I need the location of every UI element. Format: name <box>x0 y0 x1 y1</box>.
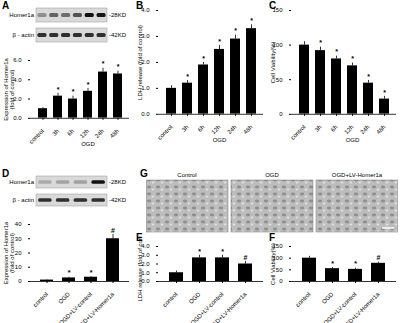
svg-text:Expression of Homer1a(fold of: Expression of Homer1a(fold of control) <box>3 57 15 120</box>
svg-text:OGD+LV-Homer1a: OGD+LV-Homer1a <box>332 172 383 178</box>
svg-text:Control: Control <box>177 172 196 178</box>
svg-text:Homer1a: Homer1a <box>9 179 34 185</box>
svg-text:40: 40 <box>15 221 22 227</box>
svg-text:*: * <box>335 48 338 55</box>
svg-text:50: 50 <box>276 267 283 273</box>
svg-text:OGD+LV-Homer1a: OGD+LV-Homer1a <box>341 291 381 323</box>
svg-text:#: # <box>377 254 381 261</box>
svg-text:30: 30 <box>15 236 22 242</box>
svg-text:*: * <box>221 247 224 254</box>
svg-text:OGD: OGD <box>57 291 71 305</box>
svg-text:OGD: OGD <box>81 141 95 147</box>
svg-text:control: control <box>290 124 307 141</box>
svg-text:*: * <box>319 39 322 46</box>
svg-text:control: control <box>295 291 312 308</box>
svg-text:24h: 24h <box>226 124 237 135</box>
svg-text:*: * <box>68 269 71 276</box>
svg-text:48h: 48h <box>375 124 386 135</box>
svg-text:0: 0 <box>18 278 22 284</box>
svg-text:12h: 12h <box>343 124 354 135</box>
svg-text:#: # <box>111 227 115 234</box>
svg-text:3h: 3h <box>314 124 323 133</box>
svg-text:*: * <box>218 38 221 45</box>
svg-text:*: * <box>72 88 75 95</box>
svg-text:*: * <box>234 27 237 34</box>
svg-text:Homer1a: Homer1a <box>9 12 34 18</box>
svg-text:0: 0 <box>279 111 283 117</box>
svg-text:*: * <box>198 247 201 254</box>
svg-text:6h: 6h <box>66 128 75 137</box>
svg-text:*: * <box>367 73 370 80</box>
svg-text:*: * <box>87 81 90 88</box>
svg-text:control: control <box>28 128 45 145</box>
svg-text:*: * <box>90 269 93 276</box>
svg-text:3h: 3h <box>181 124 190 133</box>
svg-text:OGD+LV-Homer1a: OGD+LV-Homer1a <box>208 291 248 323</box>
svg-text:0.0: 0.0 <box>141 111 150 117</box>
svg-text:*: * <box>351 55 354 62</box>
svg-text:OGD+LV-Homer1a: OGD+LV-Homer1a <box>75 291 115 323</box>
svg-text:12h: 12h <box>79 128 90 139</box>
svg-text:Cell Viability(%): Cell Viability(%) <box>270 243 276 285</box>
svg-text:*: * <box>383 89 386 96</box>
svg-text:24h: 24h <box>359 124 370 135</box>
svg-text:*: * <box>354 260 357 267</box>
svg-text:*: * <box>102 60 105 67</box>
svg-text:*: * <box>57 85 60 92</box>
svg-text:#: # <box>244 254 248 261</box>
svg-text:*: * <box>331 260 334 267</box>
svg-text:20: 20 <box>15 250 22 256</box>
svg-text:50: 50 <box>276 77 283 83</box>
svg-text:-42KD: -42KD <box>109 32 127 38</box>
svg-text:*: * <box>250 17 253 24</box>
svg-text:OGD: OGD <box>346 137 360 143</box>
svg-text:*: * <box>202 55 205 62</box>
svg-text:Cell Viability(%): Cell Viability(%) <box>270 41 276 83</box>
svg-text:24h: 24h <box>94 128 105 139</box>
svg-text:48h: 48h <box>109 128 120 139</box>
svg-text:β - actin: β - actin <box>13 197 34 203</box>
svg-text:-28KD: -28KD <box>109 179 127 185</box>
svg-text:OGD: OGD <box>321 291 335 305</box>
svg-text:6h: 6h <box>330 124 339 133</box>
svg-text:0: 0 <box>279 278 283 284</box>
svg-text:LDH release (fold of control): LDH release (fold of control) <box>137 236 143 302</box>
svg-text:control: control <box>32 291 49 308</box>
svg-text:48h: 48h <box>242 124 253 135</box>
svg-text:OGD: OGD <box>265 172 279 178</box>
svg-text:*: * <box>186 73 189 80</box>
svg-text:control: control <box>157 124 174 141</box>
svg-text:β - actin: β - actin <box>13 32 34 38</box>
svg-text:0.0: 0.0 <box>13 115 22 121</box>
svg-text:6.0: 6.0 <box>13 57 22 63</box>
svg-text:-42KD: -42KD <box>109 197 127 203</box>
svg-text:3h: 3h <box>51 128 60 137</box>
svg-text:*: * <box>117 63 120 70</box>
svg-text:10: 10 <box>15 264 22 270</box>
svg-text:LDH release (fold of control): LDH release (fold of control) <box>137 25 143 100</box>
svg-text:-28KD: -28KD <box>109 12 127 18</box>
svg-text:Expression of Homer1a(fold of: Expression of Homer1a(fold of control) <box>3 221 15 284</box>
svg-text:control: control <box>162 291 179 308</box>
svg-text:OGD: OGD <box>213 137 227 143</box>
svg-text:OGD: OGD <box>188 291 202 305</box>
svg-text:12h: 12h <box>210 124 221 135</box>
svg-text:6h: 6h <box>197 124 206 133</box>
